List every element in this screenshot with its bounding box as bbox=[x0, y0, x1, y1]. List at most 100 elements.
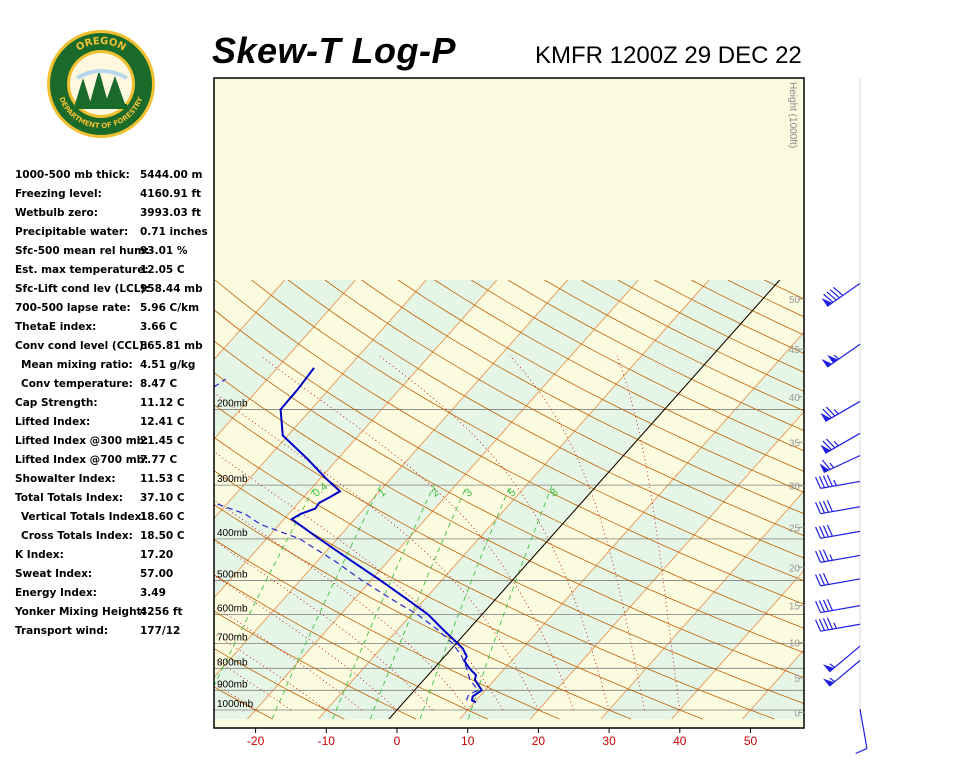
temperature-band bbox=[214, 280, 639, 720]
wind-barb-half-feather bbox=[833, 622, 837, 629]
dry-adiabat-line bbox=[214, 470, 703, 720]
wind-barb-feather bbox=[826, 617, 833, 630]
x-tick-label: -20 bbox=[247, 734, 265, 748]
moist-adiabat-line bbox=[616, 355, 681, 711]
wind-barb-feather bbox=[822, 525, 830, 538]
index-row: Total Totals Index: 37.10 C bbox=[15, 489, 215, 508]
wind-barb bbox=[820, 432, 861, 454]
height-axis-label: Height (1000ft) bbox=[787, 82, 798, 148]
height-tick-label: 0 bbox=[794, 708, 800, 719]
moist-adiabat-line bbox=[214, 499, 469, 711]
index-row: 700-500 lapse rate: 5.96 C/km bbox=[15, 299, 215, 318]
index-value: 177/12 bbox=[140, 625, 181, 637]
wind-barb-half-feather bbox=[829, 462, 835, 469]
moist-adiabat-line bbox=[214, 451, 504, 711]
wind-barb-half-feather bbox=[833, 479, 837, 486]
index-label: ThetaE index: bbox=[15, 321, 97, 333]
pressure-label: 600mb bbox=[217, 604, 248, 615]
chart-title: Skew-T Log-P bbox=[212, 30, 457, 71]
moist-adiabat-line bbox=[214, 392, 539, 711]
index-value: 958.44 mb bbox=[140, 283, 203, 295]
wind-barb-feather bbox=[855, 747, 868, 755]
wind-barb bbox=[815, 572, 861, 587]
isotherm-line bbox=[0, 280, 2, 719]
wind-barb-feather bbox=[815, 502, 822, 514]
index-value: 21.45 C bbox=[140, 435, 185, 447]
dry-adiabat-line bbox=[214, 648, 345, 720]
index-row: Mean mixing ratio: 4.51 g/kg bbox=[15, 356, 215, 375]
index-label: Lifted Index @300 mb: bbox=[15, 435, 149, 447]
isotherm-line bbox=[671, 569, 804, 720]
wind-barb-feather bbox=[822, 440, 832, 451]
wind-barb-feather bbox=[825, 406, 836, 417]
wind-barb-feather bbox=[818, 550, 826, 562]
pressure-label: 500mb bbox=[217, 570, 248, 581]
index-row: K Index: 17.20 bbox=[15, 546, 215, 565]
wind-barb-feather bbox=[833, 286, 844, 296]
height-tick-label: 30 bbox=[789, 482, 801, 493]
dry-adiabat-line bbox=[251, 279, 804, 582]
wind-barb-feather bbox=[822, 475, 830, 488]
index-label: Yonker Mixing Height: bbox=[15, 606, 146, 618]
index-label: Energy Index: bbox=[15, 587, 97, 599]
pressure-label: 800mb bbox=[217, 657, 248, 668]
wind-barb-half-feather bbox=[833, 440, 839, 447]
wind-barb-feather bbox=[825, 438, 836, 449]
index-label: Conv cond level (CCL): bbox=[15, 340, 148, 352]
isotherm-line bbox=[214, 279, 286, 361]
index-value: 18.60 C bbox=[140, 511, 185, 523]
index-row: Wetbulb zero: 3993.03 ft bbox=[15, 204, 215, 223]
index-value: 3.66 C bbox=[140, 321, 178, 333]
zero-isotherm-line bbox=[388, 279, 781, 720]
isotherm-line bbox=[0, 280, 143, 719]
dewpoint-trace bbox=[214, 378, 480, 701]
wind-barb-feather bbox=[826, 524, 833, 537]
index-row: Conv cond level (CCL): 865.81 mb bbox=[15, 337, 215, 356]
wind-barb-feather bbox=[826, 598, 833, 611]
wind-barb-staff bbox=[826, 343, 861, 368]
pressure-label: 1000mb bbox=[217, 699, 254, 710]
wind-barb-pennant bbox=[819, 463, 830, 473]
index-label: Total Totals Index: bbox=[15, 492, 123, 504]
index-label: Vertical Totals Index: bbox=[21, 511, 146, 523]
index-row: ThetaE index: 3.66 C bbox=[15, 318, 215, 337]
wind-barb-feather bbox=[826, 291, 837, 301]
wind-barb bbox=[815, 549, 861, 563]
height-tick-label: 35 bbox=[789, 438, 801, 449]
wind-barb-feather bbox=[818, 600, 826, 613]
x-tick-label: 20 bbox=[532, 734, 546, 748]
index-value: 5.96 C/km bbox=[140, 302, 200, 314]
dry-adiabat-line bbox=[214, 404, 804, 705]
pressure-label: 900mb bbox=[217, 679, 248, 690]
mixing-ratio-line bbox=[369, 485, 468, 720]
index-value: 865.81 mb bbox=[140, 340, 203, 352]
dry-adiabat-line bbox=[214, 538, 560, 720]
wind-barb-feather bbox=[818, 476, 826, 488]
index-label: Est. max temperature: bbox=[15, 264, 149, 276]
isotherm-line bbox=[459, 331, 804, 720]
wind-barb-feather bbox=[822, 572, 830, 585]
index-label: 700-500 lapse rate: bbox=[15, 302, 131, 314]
wind-barb-half-feather bbox=[829, 663, 836, 668]
dry-adiabat-line bbox=[324, 279, 804, 537]
index-value: 5444.00 m bbox=[140, 169, 203, 181]
dry-adiabat-line bbox=[214, 574, 488, 720]
index-row: Lifted Index: 12.41 C bbox=[15, 413, 215, 432]
wind-barb-feather bbox=[822, 599, 830, 612]
temperature-band bbox=[214, 280, 215, 281]
index-label: Conv temperature: bbox=[21, 378, 133, 390]
wind-barb-feather bbox=[826, 474, 833, 487]
index-label: Wetbulb zero: bbox=[15, 207, 98, 219]
wind-barb-feather bbox=[822, 408, 832, 419]
height-tick-label: 25 bbox=[789, 523, 801, 534]
dry-adiabat-line bbox=[214, 309, 804, 629]
index-value: 17.20 bbox=[140, 549, 174, 561]
index-label: Precipitable water: bbox=[15, 226, 129, 238]
wind-barb-staff bbox=[820, 605, 861, 614]
wind-barb-feather bbox=[815, 601, 822, 613]
index-value: 3993.03 ft bbox=[140, 207, 202, 219]
height-tick-label: 15 bbox=[789, 602, 801, 613]
plot-frame bbox=[213, 77, 805, 729]
index-label: Cross Totals Index: bbox=[21, 530, 133, 542]
wind-barb-pennant bbox=[820, 412, 831, 422]
